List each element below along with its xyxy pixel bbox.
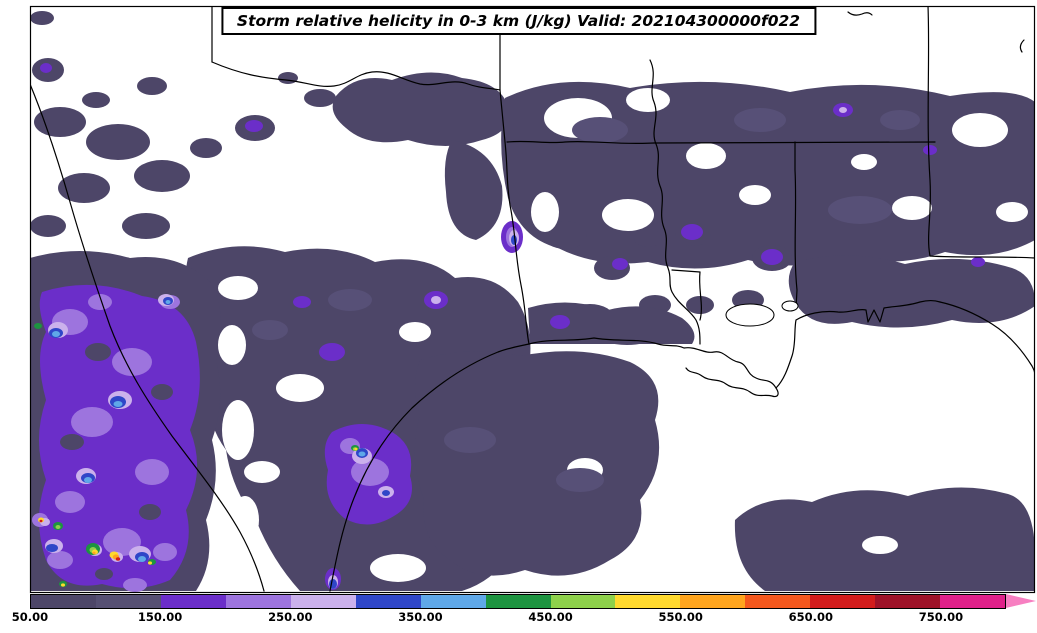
river-squiggle-e: [1019, 39, 1025, 53]
colorbar-segment: [225, 595, 291, 608]
lake-small: [781, 300, 799, 312]
map-title: Storm relative helicity in 0-3 km (J/kg)…: [220, 7, 817, 35]
colorbar-segment: [160, 595, 226, 608]
colorbar-segment: [680, 595, 746, 608]
border-mississippi-alabama: [794, 141, 798, 309]
border-florida-line: [929, 255, 1035, 259]
colorbar-segment: [355, 595, 421, 608]
field-layer-violet-mottle: [60, 343, 173, 580]
colorbar-segment: [485, 595, 551, 608]
colorbar-overflow-arrow: [1006, 594, 1036, 608]
colorbar-tick-label: 650.00: [788, 610, 833, 624]
coast-texas: [329, 343, 530, 592]
colorbar-tick-label: 150.00: [137, 610, 183, 624]
border-mississippi-alabama-north: [653, 141, 936, 144]
lake-pontchartrain: [725, 303, 775, 327]
border-arkansas-louisiana: [506, 140, 655, 145]
border-rio-grande: [30, 83, 265, 592]
colorbar-segment: [875, 595, 941, 608]
border-texas-arkansas-louisiana: [499, 89, 530, 345]
colorbar-segment: [31, 595, 96, 608]
state-borders: [30, 6, 1035, 592]
lakes: [725, 300, 799, 327]
colorbar-segment: [290, 595, 356, 608]
river-squiggle-ne: [847, 11, 873, 16]
field-layer-light-blue: [52, 300, 366, 562]
colorbar-tick-label: 550.00: [658, 610, 703, 624]
field-layer-dark-texture: [252, 108, 920, 492]
colorbar-segment: [745, 595, 811, 608]
colorbar-segment: [95, 595, 161, 608]
field-layer-red: [39, 519, 121, 561]
border-red-river: [211, 61, 501, 91]
field-layer-white-gaps: [218, 88, 1028, 592]
colorbar-gradient: [30, 594, 1006, 609]
colorbar-ticks: 50.00 150.00 250.00 350.00 450.00 550.00 650.0…: [0, 610, 1037, 628]
border-alabama-georgia: [927, 6, 931, 257]
colorbar-segment: [615, 595, 681, 608]
map-frame: [29, 5, 1036, 594]
coast-louisiana: [528, 337, 779, 398]
colorbar-tick-label: 50.00: [11, 610, 49, 624]
colorbar-segment: [550, 595, 616, 608]
colorbar-tick-label: 450.00: [528, 610, 573, 624]
colorbar-tick-label: 350.00: [398, 610, 443, 624]
colorbar-segment: [420, 595, 486, 608]
colorbar-tick-label: 250.00: [268, 610, 313, 624]
colorbar-tick-label: 750.00: [918, 610, 964, 624]
border-mississippi-river: [649, 59, 701, 345]
border-louisiana-mississippi-east: [671, 269, 703, 321]
colorbar-segment: [810, 595, 876, 608]
colorbar-segment: [940, 595, 1006, 608]
coast-mississippi-alabama: [775, 299, 941, 389]
